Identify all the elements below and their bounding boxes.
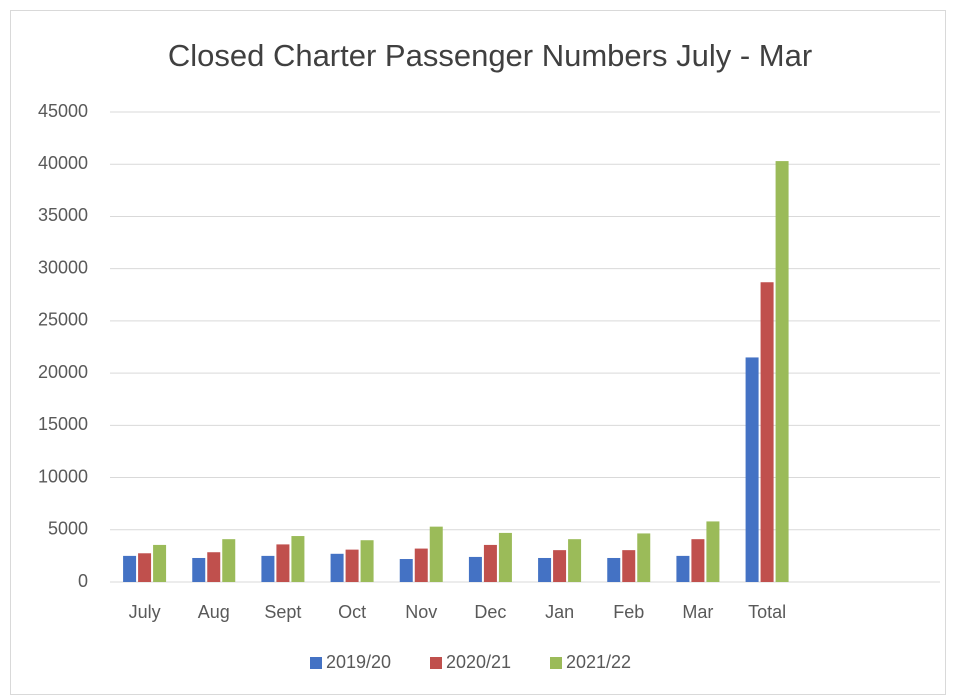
bar	[414, 548, 428, 582]
x-tick-label: Dec	[474, 602, 506, 622]
bar	[553, 550, 567, 582]
bar	[676, 555, 690, 582]
legend-swatch	[430, 657, 442, 669]
x-tick-label: July	[129, 602, 161, 622]
bar	[360, 540, 374, 582]
bar	[153, 544, 167, 582]
bar	[138, 553, 152, 582]
y-tick-label: 25000	[38, 310, 88, 330]
bar	[276, 544, 290, 582]
bar	[745, 357, 759, 582]
bar	[429, 526, 443, 582]
y-tick-label: 20000	[38, 362, 88, 382]
x-tick-label: Nov	[405, 602, 437, 622]
bar	[399, 559, 413, 582]
x-tick-label: Jan	[545, 602, 574, 622]
bar	[622, 550, 636, 582]
chart-title: Closed Charter Passenger Numbers July - …	[168, 38, 812, 73]
legend-swatch	[550, 657, 562, 669]
bar	[468, 556, 482, 582]
bar	[775, 161, 789, 583]
bar	[538, 557, 552, 582]
bar	[345, 549, 359, 582]
bar	[637, 533, 651, 582]
bar	[568, 539, 582, 582]
chart-border	[10, 10, 946, 695]
x-tick-label: Total	[748, 602, 786, 622]
bar	[691, 539, 705, 582]
legend-label: 2020/21	[446, 652, 511, 672]
bar	[222, 539, 236, 582]
legend-label: 2019/20	[326, 652, 391, 672]
y-tick-label: 45000	[38, 101, 88, 121]
bar	[207, 552, 221, 582]
bar	[192, 557, 206, 582]
bar	[607, 557, 621, 582]
y-tick-label: 35000	[38, 205, 88, 225]
bar	[483, 544, 497, 582]
x-tick-label: Sept	[264, 602, 301, 622]
bar	[123, 555, 137, 582]
bar	[760, 282, 774, 582]
y-tick-label: 0	[78, 571, 88, 591]
x-tick-label: Feb	[613, 602, 644, 622]
bar	[291, 536, 305, 582]
y-tick-label: 40000	[38, 153, 88, 173]
y-tick-label: 30000	[38, 257, 88, 277]
bar	[706, 521, 720, 582]
x-tick-label: Aug	[198, 602, 230, 622]
bar	[330, 553, 344, 582]
x-tick-label: Mar	[682, 602, 713, 622]
y-tick-label: 5000	[48, 519, 88, 539]
legend-label: 2021/22	[566, 652, 631, 672]
x-tick-label: Oct	[338, 602, 366, 622]
bar	[498, 532, 512, 582]
legend-swatch	[310, 657, 322, 669]
y-tick-label: 15000	[38, 414, 88, 434]
bar	[261, 555, 275, 582]
y-tick-label: 10000	[38, 466, 88, 486]
